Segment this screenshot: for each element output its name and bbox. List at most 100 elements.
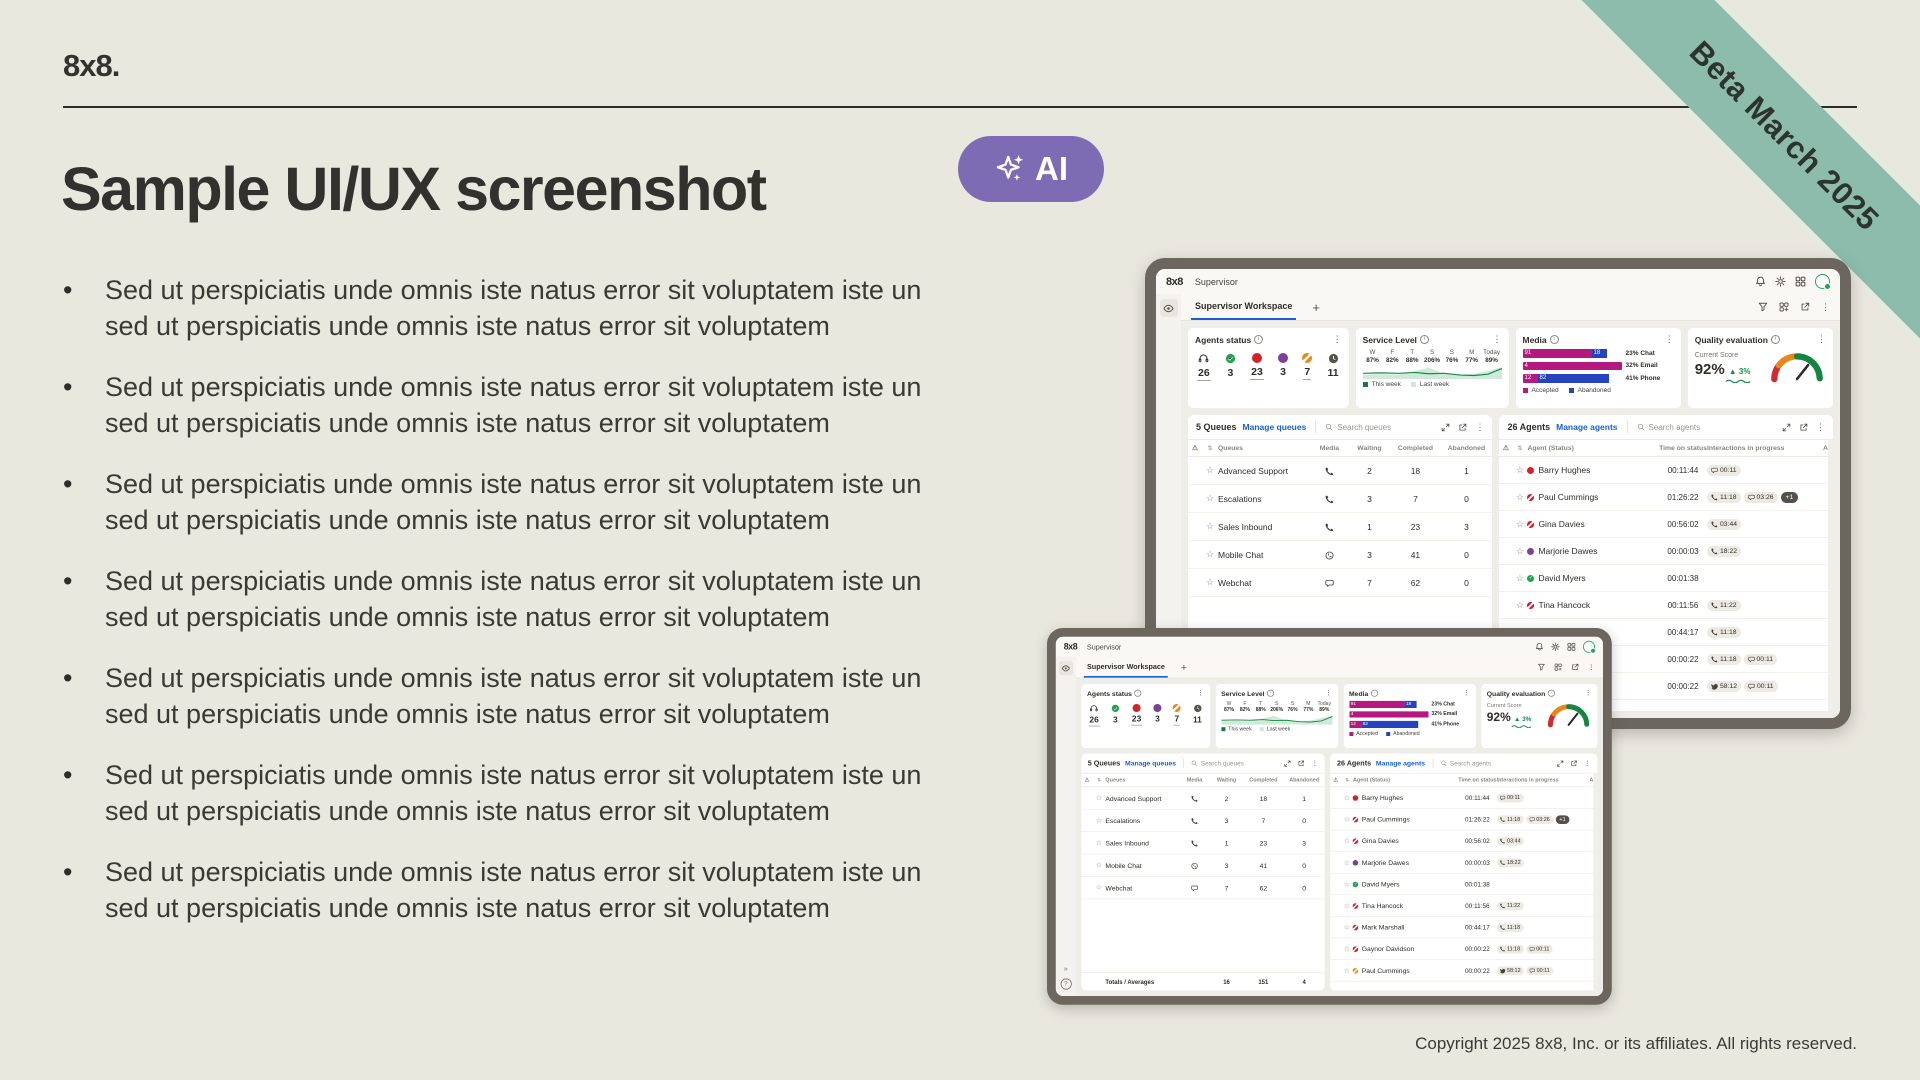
info-icon[interactable]: i: [1549, 335, 1559, 344]
tab-supervisor-workspace[interactable]: Supervisor Workspace: [1191, 294, 1297, 320]
open-external-icon[interactable]: [1571, 663, 1579, 671]
favorite-star-icon[interactable]: ☆: [1095, 816, 1103, 824]
favorite-star-icon[interactable]: ☆: [1343, 901, 1351, 910]
queue-row[interactable]: ☆ Advanced Support 2 18 1: [1081, 787, 1325, 810]
info-icon[interactable]: i: [1370, 689, 1378, 697]
manage-queues-link[interactable]: Manage queues: [1242, 422, 1307, 432]
col-agent-status[interactable]: Agent (Status): [1352, 777, 1391, 783]
col-abandoned[interactable]: Abandoned: [1289, 777, 1320, 783]
filter-funnel-icon[interactable]: [1537, 663, 1545, 671]
favorite-star-icon[interactable]: ☆: [1343, 793, 1351, 802]
card-menu-icon[interactable]: ⋮: [1197, 688, 1205, 697]
more-interactions-chip[interactable]: +1: [1780, 491, 1799, 503]
queue-row[interactable]: ☆ Webchat 7 62 0: [1081, 877, 1325, 900]
favorite-star-icon[interactable]: ☆: [1205, 521, 1215, 531]
queue-row[interactable]: ☆ Sales Inbound 1 23 3: [1188, 513, 1493, 541]
search-agents-input[interactable]: Search agents: [1637, 423, 1776, 432]
col-completed[interactable]: Completed: [1397, 444, 1433, 452]
open-external-icon[interactable]: [1458, 423, 1467, 432]
card-menu-icon[interactable]: ⋮: [1462, 688, 1470, 697]
col-queues[interactable]: Queues: [1105, 777, 1126, 783]
panel-menu-icon[interactable]: ⋮: [1816, 421, 1825, 432]
favorite-star-icon[interactable]: ☆: [1095, 838, 1103, 847]
queue-row[interactable]: ☆ Advanced Support 2 18 1: [1188, 457, 1493, 485]
favorite-star-icon[interactable]: ☆: [1095, 793, 1103, 802]
open-external-icon[interactable]: [1800, 302, 1810, 312]
help-icon[interactable]: ?: [1060, 978, 1072, 990]
agent-row[interactable]: ☆ Tina Hancock 00:11:56 11:22: [1330, 895, 1598, 917]
favorite-star-icon[interactable]: ☆: [1515, 491, 1524, 502]
card-menu-icon[interactable]: ⋮: [1325, 688, 1333, 697]
col-interactions[interactable]: Interactions in progress: [1707, 444, 1785, 452]
favorite-star-icon[interactable]: ☆: [1205, 549, 1215, 559]
favorite-star-icon[interactable]: ☆: [1343, 966, 1351, 974]
agents-scrollbar[interactable]: [1593, 772, 1598, 991]
agent-row[interactable]: ☆ Gina Davies 00:56:02 03:44: [1330, 830, 1598, 852]
agent-row[interactable]: ☆ Paul Cummings 01:26:22 11:18 03:26 +1: [1499, 484, 1833, 511]
manage-queues-link[interactable]: Manage queues: [1125, 759, 1177, 768]
add-tab-button[interactable]: +: [1312, 299, 1320, 315]
search-queues-input[interactable]: Search queues: [1325, 423, 1435, 432]
expand-panel-icon[interactable]: [1284, 760, 1291, 767]
agent-row[interactable]: ☆ Paul Cummings 01:26:22 11:18 03:26 +1: [1330, 809, 1598, 831]
card-menu-icon[interactable]: ⋮: [1492, 334, 1502, 344]
panel-menu-icon[interactable]: ⋮: [1311, 758, 1319, 767]
agent-row[interactable]: ☆ Gina Davies 00:56:02 03:44: [1499, 511, 1833, 538]
search-queues-input[interactable]: Search queues: [1191, 760, 1279, 767]
agent-row[interactable]: ☆ Marjorie Dawes 00:00:03 18:22: [1330, 852, 1598, 874]
col-queues[interactable]: Queues: [1218, 444, 1243, 452]
card-menu-icon[interactable]: ⋮: [1584, 688, 1592, 697]
open-external-icon[interactable]: [1570, 760, 1577, 767]
queue-row[interactable]: ☆ Mobile Chat 3 41 0: [1188, 541, 1493, 569]
sort-icon[interactable]: ⇅: [1207, 445, 1213, 452]
col-time-on-status[interactable]: Time on status: [1458, 777, 1497, 783]
info-icon[interactable]: i: [1770, 335, 1780, 344]
col-interactions[interactable]: Interactions in progress: [1496, 777, 1559, 783]
add-widget-icon[interactable]: [1779, 302, 1789, 312]
visibility-eye-icon[interactable]: [1058, 660, 1073, 676]
tab-supervisor-workspace[interactable]: Supervisor Workspace: [1083, 657, 1169, 678]
open-external-icon[interactable]: [1298, 760, 1305, 767]
col-answered-clipped[interactable]: A: [1589, 777, 1594, 783]
filter-funnel-icon[interactable]: [1758, 302, 1768, 312]
sort-icon[interactable]: ⇅: [1517, 445, 1523, 452]
favorite-star-icon[interactable]: ☆: [1515, 518, 1524, 529]
info-icon[interactable]: i: [1134, 689, 1142, 697]
agent-row[interactable]: ☆ Tina Hancock 00:11:56 11:22: [1499, 592, 1833, 619]
card-menu-icon[interactable]: ⋮: [1817, 334, 1826, 344]
agent-row[interactable]: ☆ Barry Hughes 00:11:44 00:11: [1330, 787, 1598, 809]
favorite-star-icon[interactable]: ☆: [1343, 814, 1351, 823]
expand-panel-icon[interactable]: [1782, 423, 1791, 432]
agent-row[interactable]: ☆ Marjorie Dawes 00:00:03 18:22: [1499, 538, 1833, 565]
queue-row[interactable]: ☆ Escalations 3 7 0: [1081, 810, 1325, 832]
queue-row[interactable]: ☆ Sales Inbound 1 23 3: [1081, 832, 1325, 855]
col-media[interactable]: Media: [1319, 444, 1340, 452]
queue-row[interactable]: ☆ Mobile Chat 3 41 0: [1081, 854, 1325, 877]
panel-menu-icon[interactable]: ⋮: [1583, 758, 1591, 767]
manage-agents-link[interactable]: Manage agents: [1375, 759, 1426, 768]
app-switcher-icon[interactable]: [1795, 276, 1806, 287]
settings-gear-icon[interactable]: [1551, 642, 1560, 651]
info-icon[interactable]: i: [1266, 689, 1275, 697]
col-time-on-status[interactable]: Time on status: [1659, 444, 1707, 452]
favorite-star-icon[interactable]: ☆: [1515, 572, 1524, 583]
col-abandoned[interactable]: Abandoned: [1447, 444, 1486, 452]
notifications-bell-icon[interactable]: [1535, 642, 1544, 651]
expand-panel-icon[interactable]: [1441, 423, 1450, 432]
panel-menu-icon[interactable]: ⋮: [1475, 421, 1485, 432]
sort-icon[interactable]: ⇅: [1096, 778, 1102, 783]
favorite-star-icon[interactable]: ☆: [1515, 464, 1524, 475]
favorite-star-icon[interactable]: ☆: [1343, 922, 1351, 931]
queue-row[interactable]: ☆ Escalations 3 7 0: [1188, 485, 1493, 513]
app-switcher-icon[interactable]: [1567, 642, 1576, 651]
settings-gear-icon[interactable]: [1775, 276, 1786, 287]
more-interactions-chip[interactable]: +1: [1555, 814, 1570, 824]
avatar[interactable]: [1815, 274, 1831, 290]
favorite-star-icon[interactable]: ☆: [1515, 545, 1524, 556]
card-menu-icon[interactable]: ⋮: [1332, 334, 1342, 344]
favorite-star-icon[interactable]: ☆: [1205, 465, 1215, 475]
agent-row[interactable]: ☆ Barry Hughes 00:11:44 00:11: [1499, 457, 1833, 484]
